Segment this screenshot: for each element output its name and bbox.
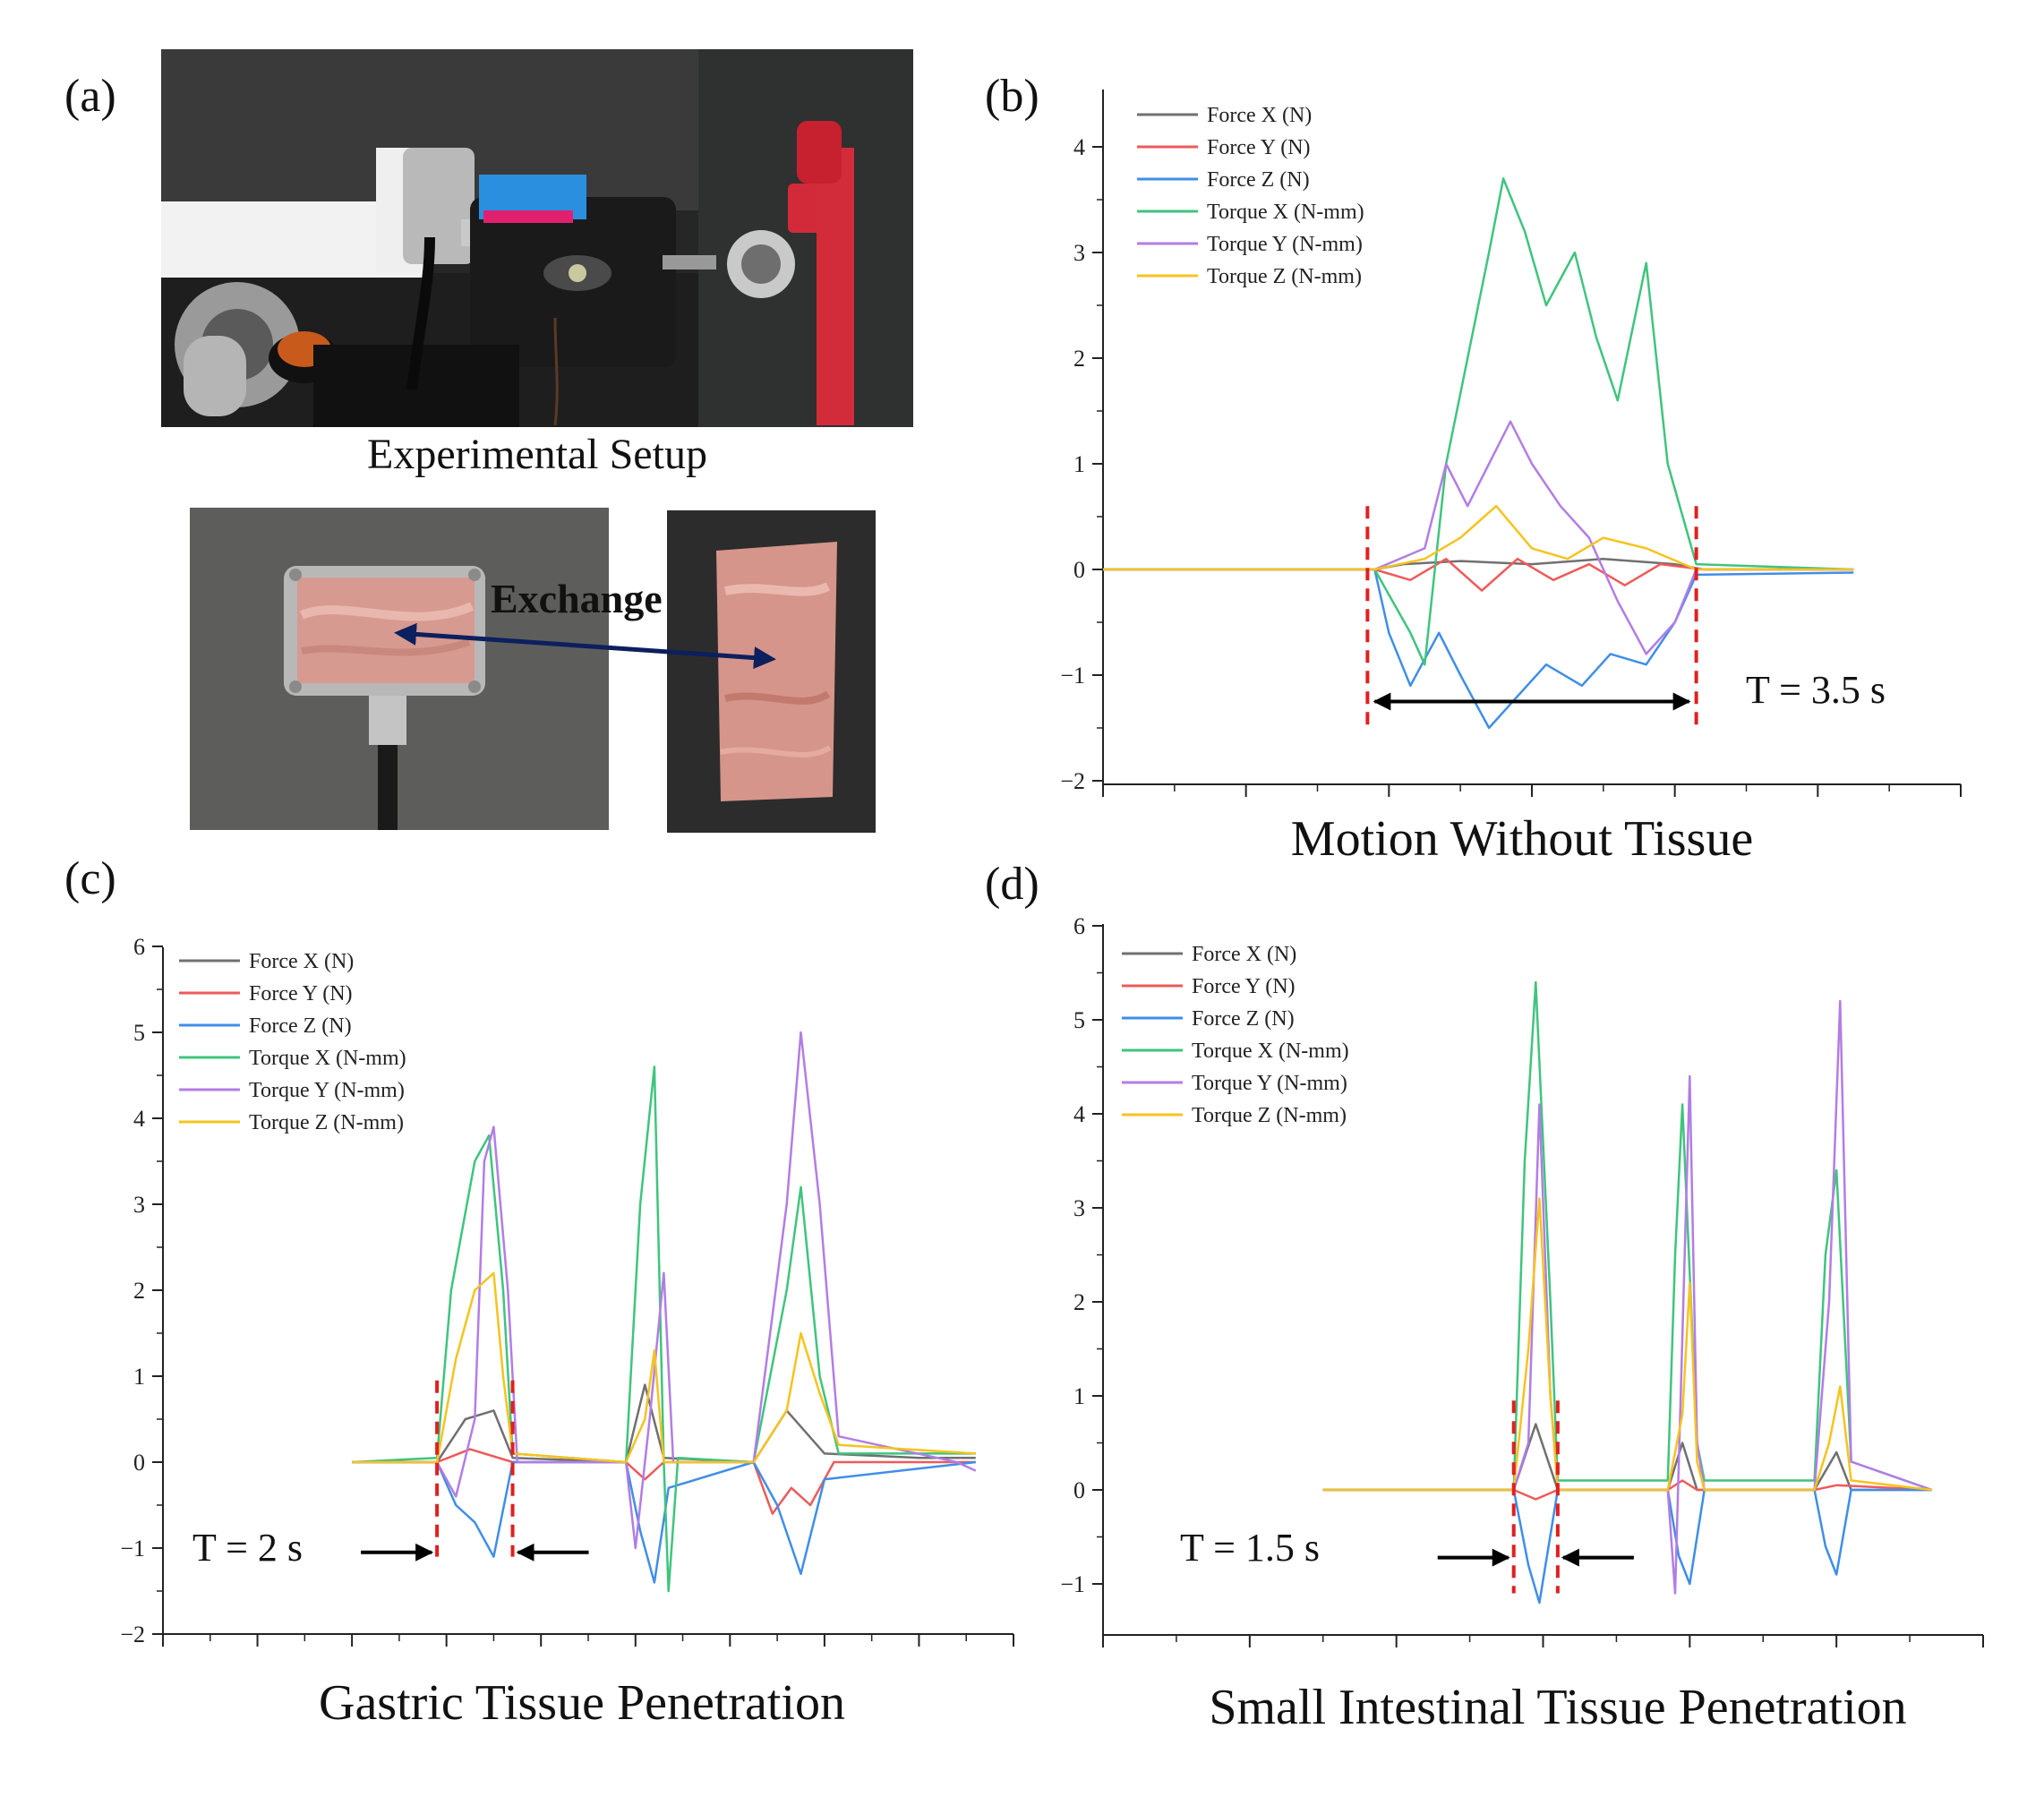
y-tick-label: 4 [133,1106,145,1132]
y-tick-label: 6 [133,934,145,960]
series-line-force-x [352,1383,976,1464]
series-line-torque-z [1103,504,1854,571]
series-line-force-y [1103,557,1854,592]
legend-label: Torque Z (N-mm) [1207,265,1362,288]
tissue-sample-photo [667,510,876,833]
panel-letter-d: (d) [985,859,1039,910]
chart-b-title: Motion Without Tissue [1290,811,1754,867]
legend-label: Force Z (N) [249,1014,352,1038]
legend-label: Force Y (N) [249,982,353,1005]
series-line-torque-y [1322,999,1933,1595]
panel-letter-b: (b) [985,71,1039,122]
y-tick-label: 0 [1073,1477,1085,1503]
legend-label: Torque Y (N-mm) [249,1079,405,1102]
legend-label: Force X (N) [1207,104,1312,127]
y-tick-label: 5 [1073,1007,1085,1033]
series-line-torque-x [1322,980,1933,1492]
panel-letter-a: (a) [64,71,116,122]
y-tick-label: 0 [1073,557,1085,583]
legend-label: Force Z (N) [1192,1007,1295,1031]
series-line-torque-z [352,1271,976,1464]
y-tick-label: 2 [1073,346,1085,372]
y-tick-label: 2 [133,1278,145,1304]
y-tick-label: 2 [1073,1289,1085,1315]
duration-annotation: T = 1.5 s [1180,1526,1320,1570]
y-tick-label: −2 [120,1622,145,1647]
y-tick-label: −1 [1060,663,1085,689]
series-line-force-z [1322,1488,1932,1604]
legend-label: Force Y (N) [1207,136,1311,159]
y-tick-label: 3 [1073,240,1085,266]
duration-annotation: T = 2 s [192,1526,303,1570]
y-tick-label: 5 [133,1020,145,1046]
legend-label: Force X (N) [249,950,354,973]
legend-label: Torque X (N-mm) [249,1047,406,1070]
y-tick-label: 4 [1073,1101,1085,1127]
y-tick-label: −1 [120,1536,145,1562]
experimental-setup-caption: Experimental Setup [367,431,707,478]
legend-label: Force Z (N) [1207,168,1310,192]
y-tick-label: −2 [1060,768,1085,794]
legend-label: Torque Y (N-mm) [1207,233,1363,256]
series-line-torque-z [1322,1197,1932,1492]
y-tick-label: 6 [1073,913,1085,939]
y-tick-label: 4 [1073,134,1085,160]
y-tick-label: 3 [133,1192,145,1218]
series-line-force-y [1322,1479,1932,1501]
panel-letter-c: (c) [64,853,116,904]
y-tick-label: 0 [133,1450,145,1476]
series-line-torque-y [352,1031,977,1550]
series-line-torque-x [352,1065,976,1593]
legend-label: Torque X (N-mm) [1207,201,1364,224]
y-tick-label: 1 [1073,451,1085,477]
exchange-label: Exchange [491,576,663,621]
chart-d-title: Small Intestinal Tissue Penetration [1209,1680,1907,1735]
legend-label: Torque X (N-mm) [1192,1040,1349,1063]
y-tick-label: 1 [1073,1383,1085,1409]
legend-label: Torque Z (N-mm) [249,1111,404,1134]
legend-label: Torque Z (N-mm) [1192,1104,1347,1127]
series-line-torque-x [1103,177,1854,666]
y-tick-label: 1 [133,1364,145,1390]
series-line-force-z [352,1460,976,1584]
legend-label: Force Y (N) [1192,975,1296,998]
legend-label: Force X (N) [1192,943,1296,966]
duration-annotation: T = 3.5 s [1746,668,1886,712]
legend-label: Torque Y (N-mm) [1192,1072,1347,1095]
experimental-setup-photo [161,49,913,427]
y-tick-label: −1 [1060,1571,1085,1597]
chart-c-title: Gastric Tissue Penetration [319,1675,845,1731]
y-tick-label: 3 [1073,1195,1085,1221]
series-line-torque-y [1103,420,1854,655]
